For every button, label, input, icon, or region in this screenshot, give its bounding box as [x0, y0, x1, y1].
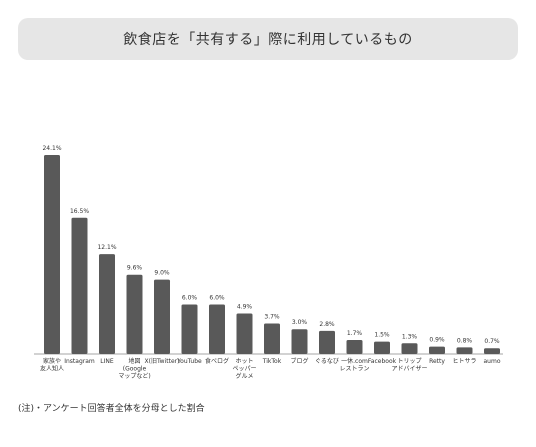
value-label: 1.5% [374, 332, 390, 339]
value-label: 6.0% [209, 294, 225, 301]
category-label: TikTok [262, 358, 282, 365]
category-label: Retty [429, 358, 445, 365]
bar [154, 279, 170, 354]
category-label: 家族や友人知人 [40, 357, 64, 373]
bar [429, 346, 445, 354]
category-label: ヒトサラ [452, 358, 476, 365]
value-label: 4.9% [237, 304, 253, 311]
category-label: YouTube [176, 358, 202, 365]
chart-title: 飲食店を「共有する」際に利用しているもの [123, 32, 413, 48]
bar [291, 329, 308, 354]
bar [71, 217, 88, 354]
value-label: 1.7% [347, 330, 363, 337]
bar [44, 155, 60, 354]
bar [236, 313, 253, 354]
category-label: aumo [484, 358, 501, 365]
category-label: ぐるなび [315, 357, 339, 365]
bar [99, 254, 115, 354]
category-label: 地図(Google マップなど) [118, 357, 150, 380]
category-label: LINE [100, 358, 114, 365]
value-label: 12.1% [97, 244, 116, 251]
category-label: ホットペッパーグルメ [232, 358, 256, 380]
value-label: 9.0% [154, 270, 170, 277]
category-label: X(旧Twitter) [145, 358, 180, 365]
bar [401, 343, 418, 354]
category-label: Instagram [64, 358, 95, 365]
value-label: 6.0% [182, 294, 198, 301]
chart-footnote: (注)・アンケート回答者全体を分母とした割合 [18, 404, 205, 414]
bar [126, 274, 143, 354]
category-label: トリップアドバイザー [391, 358, 427, 373]
category-label: 一休.com レストラン [339, 357, 369, 373]
value-label: 3.7% [264, 313, 280, 320]
value-label: 1.3% [402, 333, 418, 340]
bar [346, 339, 363, 354]
value-label: 16.5% [70, 208, 89, 215]
value-label: 0.9% [429, 337, 445, 344]
category-label: Facebook [368, 358, 397, 365]
bar [374, 341, 390, 354]
category-label: 食べログ [205, 357, 229, 365]
value-label: 3.0% [292, 319, 308, 326]
bar [181, 304, 198, 354]
value-label: 24.1% [42, 145, 61, 152]
value-label: 2.8% [319, 321, 335, 328]
value-label: 0.8% [457, 337, 473, 344]
category-label: ブログ [290, 357, 308, 365]
chart-title-box: 飲食店を「共有する」際に利用しているもの [18, 18, 518, 60]
bar [319, 330, 335, 354]
value-label: 9.6% [127, 265, 143, 272]
bar [209, 304, 225, 354]
bar [484, 348, 500, 354]
value-label: 0.7% [484, 338, 500, 345]
bar [264, 323, 280, 354]
bar [456, 347, 473, 354]
